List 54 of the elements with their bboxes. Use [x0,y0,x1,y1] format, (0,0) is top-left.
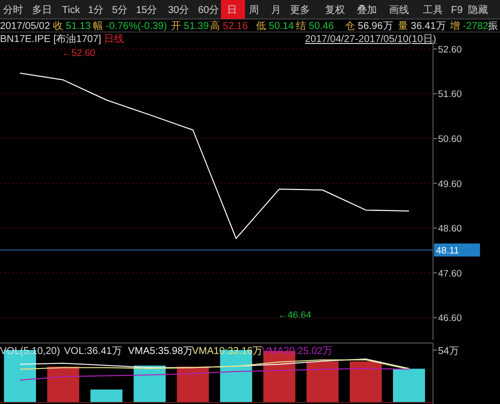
series-label: VMA20:25.02万 [262,346,333,357]
text: 60分 [198,4,220,16]
bar [176,366,209,402]
text: 振 [488,20,498,32]
text: 画线 [389,4,409,16]
y-tick-label: 49.60 [438,178,462,190]
bar [306,361,339,402]
text: Tick [62,5,81,16]
text: 叠加 [357,4,377,16]
y-tick-label: 51.60 [438,89,462,100]
bar [47,366,80,402]
text: 月 [271,5,281,16]
y-tick-label: 46.60 [438,313,462,324]
ref-line-label: 48.11 [436,246,460,256]
text: 更多 [290,4,310,16]
text: 收 51.13 [53,21,92,32]
text: 仓 56.96万 [345,20,393,32]
text: 1分 [88,4,104,16]
text: 30分 [168,4,190,16]
text: 15分 [136,4,158,16]
text: F9 [451,5,464,16]
text: 增 -2782 [449,20,489,32]
y-tick-label: 52.60 [438,44,462,56]
bar [350,361,382,402]
text: 复权 [325,4,345,16]
text: 分时 [3,4,23,16]
annotation: ←52.60 [62,48,96,59]
series-label: VOL:36.41万 [64,346,122,357]
text: 2017/05/02 [0,21,50,32]
text: 幅 -0.76%(-0.39) [93,20,167,32]
bar [393,368,425,402]
text: 低 50.14 [256,21,294,32]
text: 结 50.46 [296,20,334,32]
text: 多日 [32,4,52,16]
bar [90,390,122,402]
text: 周 [249,5,259,16]
y-tick-label: 50.60 [438,134,462,146]
chart-title: BN17E.IPE [布油1707] [0,33,102,45]
series-label: VMA5:35.98万 [128,346,194,357]
text: 隐藏 [468,4,488,16]
text: 日 [227,5,237,16]
text: 54万 [438,346,460,357]
text: 高 52.16 [210,20,248,32]
text: 量 36.41万 [398,21,446,32]
annotation: ←46.64 [278,310,312,321]
bar [134,366,166,402]
y-tick-label: 47.60 [438,268,462,280]
text: 工具 [423,5,443,16]
annotation: 2017/04/27-2017/05/10(10日) [305,34,436,45]
text: 5分 [112,4,128,16]
text: 开 51.39 [171,21,210,32]
chart-subtitle: 日线 [104,33,124,45]
y-tick-label: 48.60 [438,224,462,235]
line-series [20,72,410,239]
